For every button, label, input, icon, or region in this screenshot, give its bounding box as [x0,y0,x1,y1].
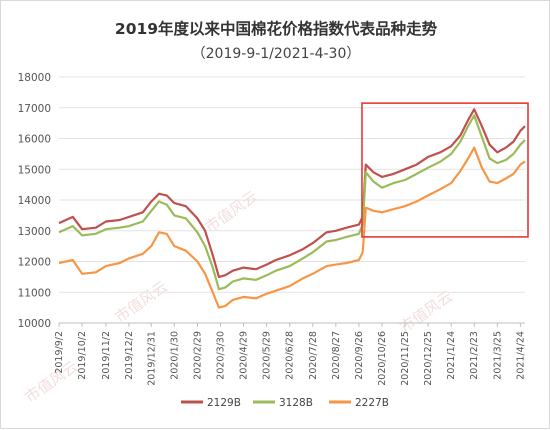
x-tick-label: 2020/12/25 [423,331,434,386]
y-tick-label: 10000 [18,318,51,330]
x-tick-label: 2020/8/27 [331,331,342,380]
x-tick-label: 2021/2/23 [469,331,480,380]
chart-title: 2019年度以来中国棉花价格指数代表品种走势 [114,20,438,38]
highlight-box [361,102,529,238]
x-tick-label: 2019/11/2 [101,331,112,380]
series-line-2129B [58,108,526,278]
x-tick-label: 2019/10/2 [77,331,88,380]
x-tick-label: 2021/4/24 [515,331,526,380]
x-tick-label: 2021/3/25 [492,331,503,380]
y-tick-label: 15000 [18,164,51,176]
x-tick-label: 2020/1/30 [169,331,180,380]
y-tick-label: 12000 [18,257,51,269]
x-tick-label: 2020/6/28 [285,331,296,380]
y-tick-label: 14000 [18,195,51,207]
x-tick-label: 2020/5/29 [262,331,273,380]
x-tick-label: 2019/12/31 [146,331,157,386]
x-tick-label: 2020/3/30 [215,331,226,380]
series-line-2227B [58,146,526,309]
x-tick-label: 2020/9/26 [354,331,365,380]
legend-label: 2129B [207,397,241,409]
x-tick-label: 2020/10/26 [377,331,388,386]
chart-subtitle: （2019-9-1/2021-4-30） [191,46,361,62]
x-tick-label: 2019/9/2 [54,331,65,374]
x-tick-label: 2019/12/2 [124,331,135,380]
x-tick-label: 2021/1/24 [446,331,457,380]
series-line-3128B [58,114,526,291]
x-tick-label: 2020/4/29 [239,331,250,380]
y-tick-label: 17000 [18,103,51,115]
y-tick-label: 16000 [18,134,51,146]
y-tick-label: 18000 [18,72,51,84]
legend-label: 3128B [279,397,313,409]
legend-label: 2227B [355,397,389,409]
y-tick-label: 11000 [18,287,51,299]
x-tick-label: 2020/7/28 [308,331,319,380]
x-tick-label: 2020/2/29 [192,331,203,380]
y-tick-label: 13000 [18,226,51,238]
x-tick-label: 2020/11/25 [400,331,411,386]
